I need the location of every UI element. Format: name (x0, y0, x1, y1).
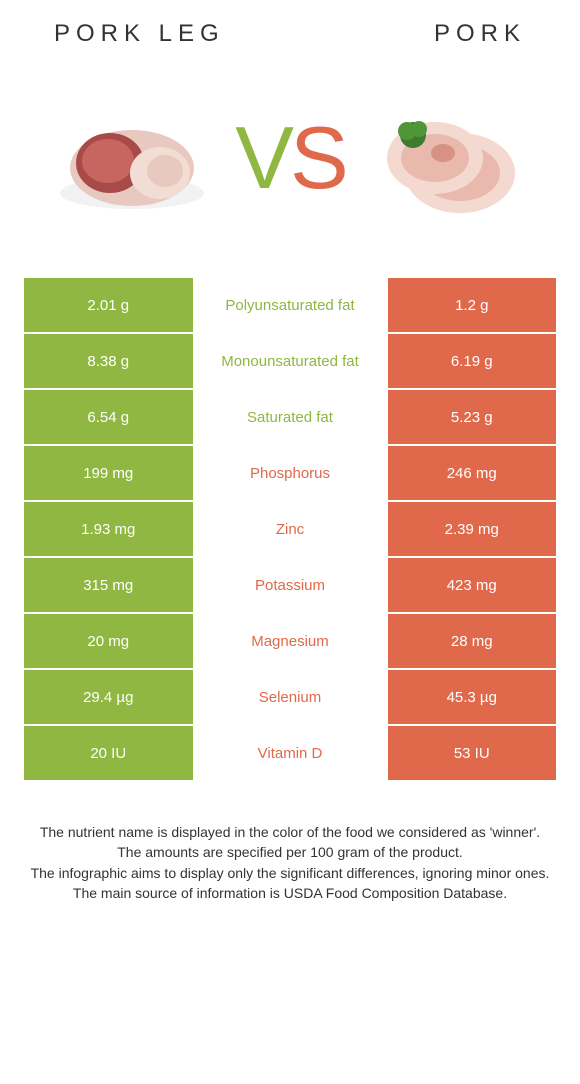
value-left: 8.38 g (24, 334, 193, 390)
value-right: 2.39 mg (388, 502, 557, 558)
infographic-root: Pork leg Pork VS (0, 0, 580, 923)
nutrient-table: 2.01 gPolyunsaturated fat1.2 g8.38 gMono… (24, 278, 556, 782)
value-left: 20 IU (24, 726, 193, 782)
nutrient-label: Zinc (193, 502, 388, 558)
value-right: 28 mg (388, 614, 557, 670)
table-row: 199 mgPhosphorus246 mg (24, 446, 556, 502)
value-right: 45.3 µg (388, 670, 557, 726)
value-left: 20 mg (24, 614, 193, 670)
vs-v: V (235, 114, 290, 202)
value-left: 29.4 µg (24, 670, 193, 726)
value-right: 423 mg (388, 558, 557, 614)
table-row: 1.93 mgZinc2.39 mg (24, 502, 556, 558)
value-right: 53 IU (388, 726, 557, 782)
table-row: 6.54 gSaturated fat5.23 g (24, 390, 556, 446)
nutrient-label: Potassium (193, 558, 388, 614)
value-right: 246 mg (388, 446, 557, 502)
value-left: 315 mg (24, 558, 193, 614)
footer-line-3: The infographic aims to display only the… (30, 863, 550, 883)
header-right: Pork (434, 20, 526, 48)
footer-notes: The nutrient name is displayed in the co… (24, 822, 556, 903)
nutrient-label: Saturated fat (193, 390, 388, 446)
value-left: 6.54 g (24, 390, 193, 446)
value-right: 5.23 g (388, 390, 557, 446)
nutrient-label: Vitamin D (193, 726, 388, 782)
nutrient-label: Phosphorus (193, 446, 388, 502)
value-right: 1.2 g (388, 278, 557, 334)
footer-line-2: The amounts are specified per 100 gram o… (30, 842, 550, 862)
table-row: 315 mgPotassium423 mg (24, 558, 556, 614)
header-left: Pork leg (54, 20, 225, 48)
value-left: 1.93 mg (24, 502, 193, 558)
vs-s: S (290, 114, 345, 202)
footer-line-1: The nutrient name is displayed in the co… (30, 822, 550, 842)
footer-line-4: The main source of information is USDA F… (30, 883, 550, 903)
vs-row: VS (24, 78, 556, 238)
table-row: 20 IUVitamin D53 IU (24, 726, 556, 782)
food-image-left (50, 93, 215, 223)
nutrient-label: Magnesium (193, 614, 388, 670)
nutrient-label: Polyunsaturated fat (193, 278, 388, 334)
value-left: 199 mg (24, 446, 193, 502)
vs-text: VS (235, 114, 344, 202)
nutrient-label: Selenium (193, 670, 388, 726)
value-left: 2.01 g (24, 278, 193, 334)
table-row: 20 mgMagnesium28 mg (24, 614, 556, 670)
nutrient-label: Monounsaturated fat (193, 334, 388, 390)
value-right: 6.19 g (388, 334, 557, 390)
table-row: 29.4 µgSelenium45.3 µg (24, 670, 556, 726)
headers: Pork leg Pork (24, 20, 556, 48)
food-image-right (365, 93, 530, 223)
table-row: 2.01 gPolyunsaturated fat1.2 g (24, 278, 556, 334)
table-row: 8.38 gMonounsaturated fat6.19 g (24, 334, 556, 390)
